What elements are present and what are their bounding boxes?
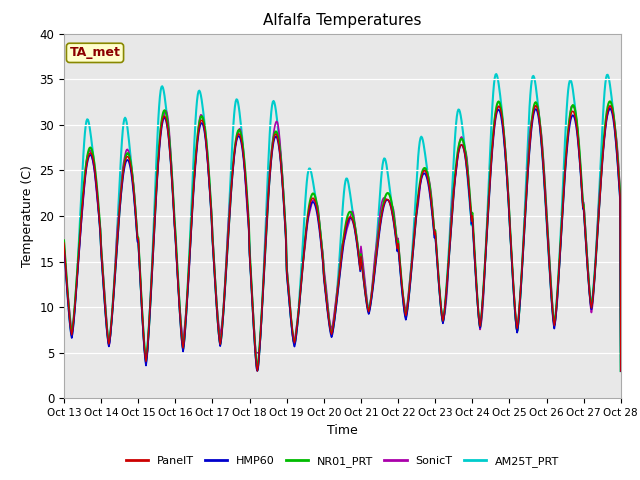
Text: TA_met: TA_met [70,47,120,60]
Legend: PanelT, HMP60, NR01_PRT, SonicT, AM25T_PRT: PanelT, HMP60, NR01_PRT, SonicT, AM25T_P… [122,451,563,471]
Y-axis label: Temperature (C): Temperature (C) [21,165,34,267]
Title: Alfalfa Temperatures: Alfalfa Temperatures [263,13,422,28]
X-axis label: Time: Time [327,424,358,437]
